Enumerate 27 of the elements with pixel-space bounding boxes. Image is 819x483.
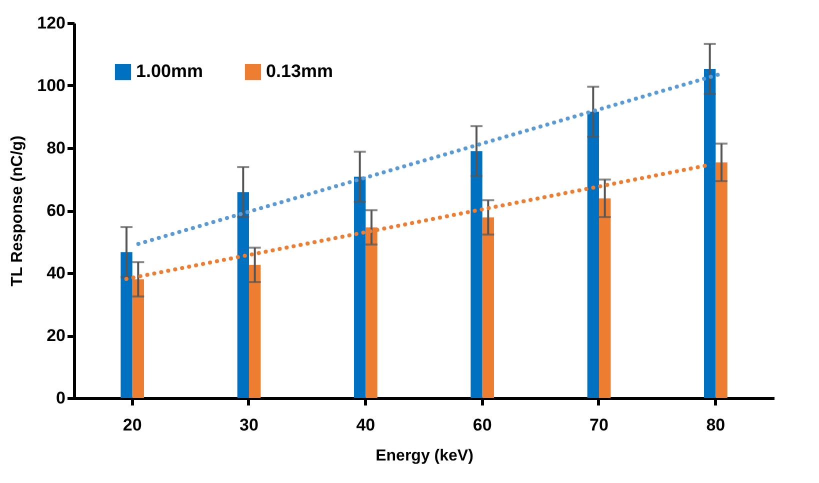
- x-tick-label: 40: [356, 416, 376, 434]
- legend-label: 0.13mm: [266, 61, 334, 81]
- x-axis-title: Energy (keV): [376, 448, 474, 464]
- bar: [716, 162, 728, 398]
- y-tick-label: 60: [46, 201, 66, 220]
- y-tick-label: 120: [37, 14, 66, 32]
- bar: [120, 252, 132, 398]
- bar: [237, 192, 249, 398]
- x-tick-label: 60: [472, 416, 492, 434]
- bar: [587, 112, 599, 398]
- y-tick-label: 80: [46, 138, 66, 158]
- bar: [249, 264, 261, 398]
- bar: [599, 198, 611, 398]
- y-tick-label: 20: [46, 326, 66, 345]
- bar: [704, 68, 716, 398]
- x-tick-label: 70: [590, 416, 608, 434]
- y-tick-label: 0: [56, 388, 66, 408]
- bar: [354, 176, 366, 398]
- x-tick-label: 20: [122, 416, 142, 434]
- x-tick-label: 30: [240, 416, 258, 434]
- y-tick-label: 40: [46, 264, 66, 282]
- x-tick-label: 80: [706, 416, 726, 434]
- bar: [470, 151, 482, 398]
- bar: [482, 217, 494, 398]
- y-tick-label: 100: [37, 76, 66, 95]
- y-axis-title: TL Response (nC/g): [9, 136, 26, 286]
- legend-label: 1.00mm: [136, 61, 204, 81]
